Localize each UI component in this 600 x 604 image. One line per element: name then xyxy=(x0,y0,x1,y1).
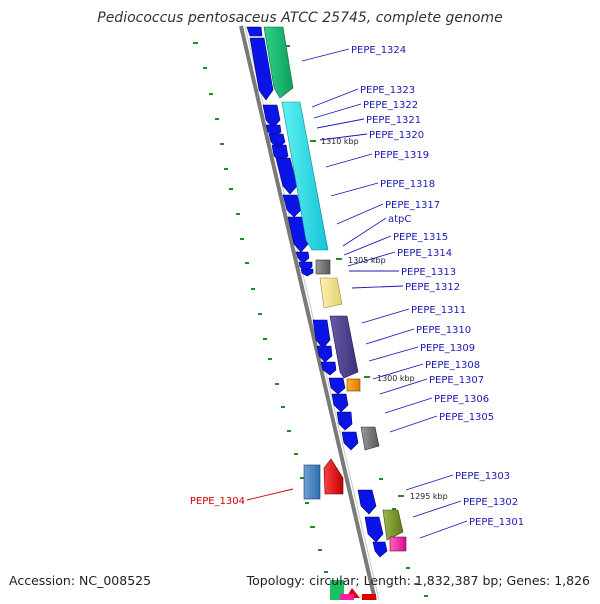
gene-arrow xyxy=(262,104,281,129)
gene-arrow xyxy=(357,489,377,515)
gene-labels: PEPE_1324 PEPE_1323 PEPE_1322 PEPE_1321 PEPE… xyxy=(190,45,524,528)
scale-mark-1310: 1310 kbp xyxy=(321,137,359,146)
gene-arrow xyxy=(300,268,314,277)
gene-label[interactable]: PEPE_1311 xyxy=(411,305,466,316)
accession-text: Accession: NC_008525 xyxy=(9,573,152,588)
gene-label[interactable]: PEPE_1313 xyxy=(401,267,456,278)
gene-label[interactable]: PEPE_1308 xyxy=(425,360,480,371)
gene-block-pink xyxy=(389,536,407,552)
gene-arrow xyxy=(320,361,337,376)
gene-block-cyan xyxy=(281,101,329,251)
gene-label[interactable]: PEPE_1312 xyxy=(405,282,460,293)
gene-block-olive xyxy=(382,509,404,541)
leader-line xyxy=(361,308,410,324)
gene-block-orange xyxy=(346,378,361,392)
gene-label[interactable]: PEPE_1314 xyxy=(397,248,452,259)
leader-line xyxy=(246,488,294,501)
gene-label[interactable]: PEPE_1317 xyxy=(385,200,440,211)
gene-arrow xyxy=(316,345,333,363)
leader-line xyxy=(330,182,379,197)
gene-label[interactable]: PEPE_1304 xyxy=(190,496,245,507)
leader-line xyxy=(351,285,404,289)
gene-arrow xyxy=(328,377,346,395)
leader-line xyxy=(316,118,365,129)
leader-line xyxy=(336,203,384,225)
gene-label[interactable]: PEPE_1302 xyxy=(463,497,518,508)
gene-label[interactable]: PEPE_1303 xyxy=(455,471,510,482)
leader-line xyxy=(313,103,362,119)
gene-arrows-strand xyxy=(246,26,388,558)
leader-line xyxy=(319,133,368,141)
leader-line xyxy=(372,363,424,380)
genome-title: Pediococcus pentosaceus ATCC 25745, comp… xyxy=(97,10,503,26)
scale-mark-1295: 1295 kbp xyxy=(410,492,448,501)
gene-arrow xyxy=(287,216,309,253)
leader-line xyxy=(412,500,462,518)
gene-block-tan xyxy=(319,277,343,309)
gene-arrow xyxy=(275,157,298,195)
leader-line xyxy=(343,235,392,256)
gene-block-green xyxy=(263,26,294,99)
gene-arrow xyxy=(295,251,310,264)
gene-leader-lines xyxy=(246,48,468,539)
gene-arrow xyxy=(372,541,388,558)
scale-mark-1300: 1300 kbp xyxy=(377,374,415,383)
leader-line xyxy=(301,48,350,62)
gene-blocks-colored xyxy=(263,26,407,600)
gene-label[interactable]: PEPE_1324 xyxy=(351,45,406,56)
leader-line xyxy=(389,415,438,433)
gene-block-red xyxy=(323,458,344,495)
genome-summary-text: Topology: circular; Length: 1,832,387 bp… xyxy=(246,573,590,588)
gene-label[interactable]: PEPE_1309 xyxy=(420,343,475,354)
leader-line xyxy=(347,251,396,267)
gene-arrow xyxy=(282,194,302,218)
gene-label[interactable]: PEPE_1310 xyxy=(416,325,471,336)
gene-arrow xyxy=(331,393,349,413)
gene-label[interactable]: PEPE_1305 xyxy=(439,412,494,423)
gene-label[interactable]: PEPE_1323 xyxy=(360,85,415,96)
gene-block-steel xyxy=(303,464,321,500)
leader-line xyxy=(365,328,415,345)
gene-label[interactable]: PEPE_1319 xyxy=(374,150,429,161)
outer-guide-dots xyxy=(193,42,328,573)
gene-block-purple xyxy=(329,315,359,379)
leader-line xyxy=(379,378,428,395)
gene-arrow xyxy=(249,37,274,101)
gene-arrow xyxy=(364,516,384,543)
gene-arrow xyxy=(341,431,359,451)
gene-block-grey-small xyxy=(315,259,331,275)
leader-line xyxy=(419,520,468,539)
gene-label[interactable]: PEPE_1321 xyxy=(366,115,421,126)
gene-label[interactable]: PEPE_1307 xyxy=(429,375,484,386)
gene-label[interactable]: atpC xyxy=(388,214,411,225)
gene-block-pink-bottom xyxy=(340,594,354,600)
gene-arrow xyxy=(246,26,263,37)
genome-backbone xyxy=(239,25,380,601)
gene-block-red-bottom-2 xyxy=(362,594,376,600)
leader-line xyxy=(311,88,359,108)
gene-label[interactable]: PEPE_1318 xyxy=(380,179,435,190)
gene-label[interactable]: PEPE_1315 xyxy=(393,232,448,243)
gene-label[interactable]: PEPE_1320 xyxy=(369,130,424,141)
gene-block-grey xyxy=(360,426,380,451)
leader-line xyxy=(368,346,419,362)
gene-label[interactable]: PEPE_1301 xyxy=(469,517,524,528)
leader-line xyxy=(384,397,433,414)
gene-label[interactable]: PEPE_1322 xyxy=(363,100,418,111)
leader-line xyxy=(325,153,373,168)
leader-line xyxy=(342,217,387,247)
gene-arrow xyxy=(336,411,353,431)
leader-line xyxy=(405,474,454,491)
gene-label[interactable]: PEPE_1306 xyxy=(434,394,489,405)
gene-arrow xyxy=(312,319,331,349)
